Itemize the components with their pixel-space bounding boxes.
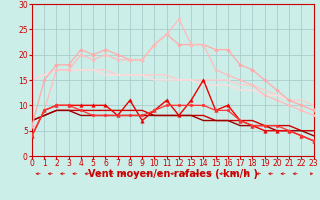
X-axis label: Vent moyen/en rafales ( km/h ): Vent moyen/en rafales ( km/h ) [88, 169, 258, 179]
